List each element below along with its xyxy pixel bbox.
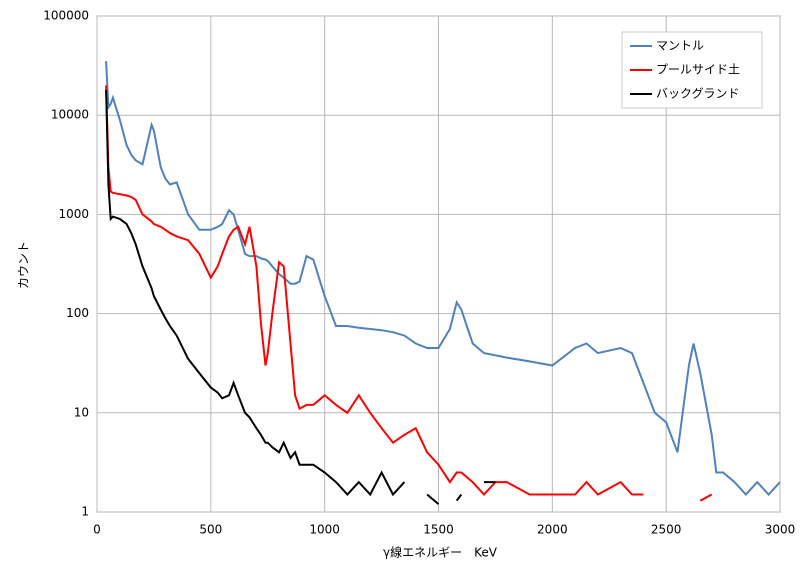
- y-axis-label: カウント: [17, 241, 31, 289]
- x-tick-label: 0: [93, 523, 101, 537]
- x-tick-label: 500: [199, 523, 222, 537]
- legend-label: プールサイド土: [656, 63, 740, 77]
- x-tick-label: 1500: [423, 523, 454, 537]
- y-tick-label: 100000: [43, 9, 89, 23]
- series-line: [105, 89, 496, 505]
- x-tick-label: 2000: [537, 523, 568, 537]
- legend-label: マントル: [656, 39, 704, 53]
- series-line: [105, 85, 713, 502]
- x-tick-label: 1000: [309, 523, 340, 537]
- x-tick-label: 3000: [765, 523, 796, 537]
- y-tick-label: 1000: [58, 207, 89, 221]
- x-tick-label: 2500: [651, 523, 682, 537]
- y-tick-label: 10: [74, 405, 89, 419]
- y-tick-label: 10000: [51, 108, 89, 122]
- legend-label: バックグランド: [656, 87, 740, 101]
- y-tick-label: 1: [81, 505, 89, 519]
- y-tick-label: 100: [66, 306, 89, 320]
- series-line: [105, 61, 780, 496]
- x-axis-label: γ線エネルギー KeV: [383, 545, 498, 560]
